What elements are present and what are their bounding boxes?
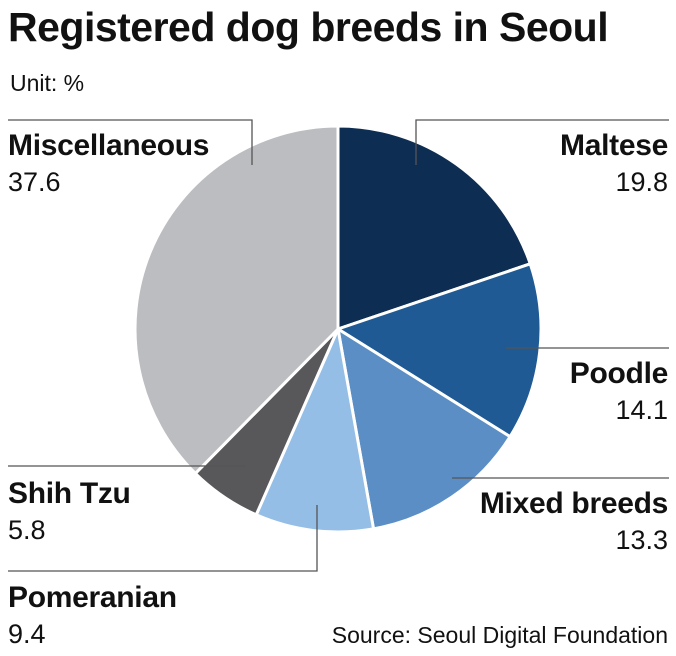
label-name-miscellaneous: Miscellaneous [8,129,210,162]
label-mixed-breeds: Mixed breeds 13.3 [480,486,668,558]
label-value-maltese: 19.8 [615,167,668,197]
label-name-mixed-breeds: Mixed breeds [479,487,668,520]
label-value-pomeranian: 9.4 [8,619,46,649]
label-name-shih-tzu: Shih Tzu [8,477,131,510]
label-value-shih-tzu: 5.8 [8,515,46,545]
label-miscellaneous: Miscellaneous 37.6 [8,128,209,200]
source-note: Source: Seoul Digital Foundation [331,622,668,648]
leader-line-miscellaneous [8,119,253,165]
unit-label: Unit: % [10,70,85,96]
pie-slice-mixed-breeds [336,327,512,531]
label-name-poodle: Poodle [569,357,669,390]
label-maltese: Maltese 19.8 [560,128,668,200]
leader-line-pomeranian [8,505,318,572]
label-value-miscellaneous: 37.6 [8,167,61,197]
label-value-poodle: 14.1 [615,395,668,425]
label-value-mixed-breeds: 13.3 [615,525,668,555]
pie-slice-poodle [336,262,543,439]
leader-line-maltese [415,119,669,165]
label-name-maltese: Maltese [560,129,668,162]
label-poodle: Poodle 14.1 [569,356,669,428]
pie-slice-pomeranian [254,327,376,534]
chart-title: Registered dog breeds in Seoul [8,4,609,50]
pie-slices [133,124,543,534]
pie-slice-miscellaneous [133,124,340,475]
label-name-pomeranian: Pomeranian [8,581,177,614]
pie-slice-maltese [336,124,532,331]
label-shih-tzu: Shih Tzu 5.8 [8,476,131,548]
leader-lines [8,119,669,572]
label-pomeranian: Pomeranian 9.4 [8,580,177,652]
